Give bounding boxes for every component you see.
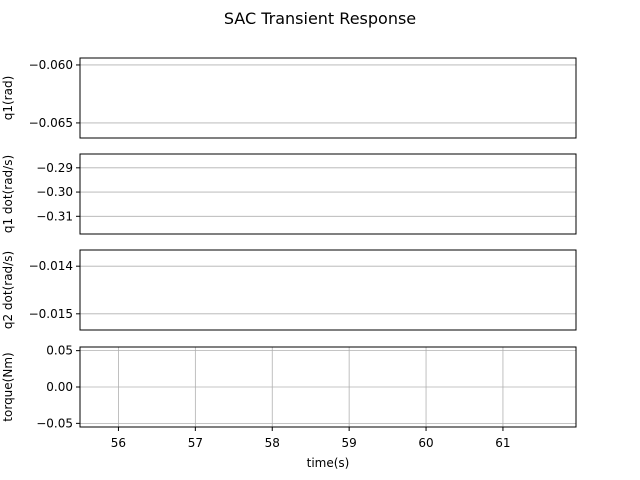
y-tick-label: 0.05 <box>46 344 73 358</box>
subplot-frame <box>79 57 577 139</box>
y-tick-label: −0.30 <box>36 185 73 199</box>
y-tick-label: −0.31 <box>36 209 73 223</box>
y-tick-label: −0.060 <box>29 58 73 72</box>
subplot-3: −0.014 −0.015 q2 dot(rad/s) <box>1 249 577 331</box>
subplots: −0.060 −0.065 q1(rad) −0.29 −0.30 −0.31 q1 dot… <box>1 57 577 450</box>
subplot-4: 0.05 0.00 −0.05 56 57 58 59 60 61 torque(Nm) <box>1 344 577 450</box>
y-axis-label: q1(rad) <box>1 76 15 121</box>
subplot-2: −0.29 −0.30 −0.31 q1 dot(rad/s) <box>1 153 577 235</box>
x-axis-label: time(s) <box>307 456 350 470</box>
x-tick-label: 57 <box>188 436 203 450</box>
y-axis-label: q2 dot(rad/s) <box>1 251 15 329</box>
x-tick-label: 59 <box>342 436 357 450</box>
y-tick-label: 0.00 <box>46 380 73 394</box>
x-tick-label: 58 <box>265 436 280 450</box>
x-tick-label: 60 <box>418 436 433 450</box>
y-axis-label: q1 dot(rad/s) <box>1 155 15 233</box>
y-tick-label: −0.014 <box>29 259 73 273</box>
y-axis-label: torque(Nm) <box>1 352 15 421</box>
x-tick-label: 61 <box>495 436 510 450</box>
y-tick-label: −0.065 <box>29 116 73 130</box>
subplot-frame <box>79 153 577 235</box>
subplot-1: −0.060 −0.065 q1(rad) <box>1 57 577 139</box>
y-tick-label: −0.29 <box>36 161 73 175</box>
y-tick-label: −0.015 <box>29 307 73 321</box>
x-tick-label: 56 <box>111 436 126 450</box>
subplot-frame <box>79 249 577 331</box>
chart-title: SAC Transient Response <box>224 9 416 28</box>
y-tick-label: −0.05 <box>36 416 73 430</box>
